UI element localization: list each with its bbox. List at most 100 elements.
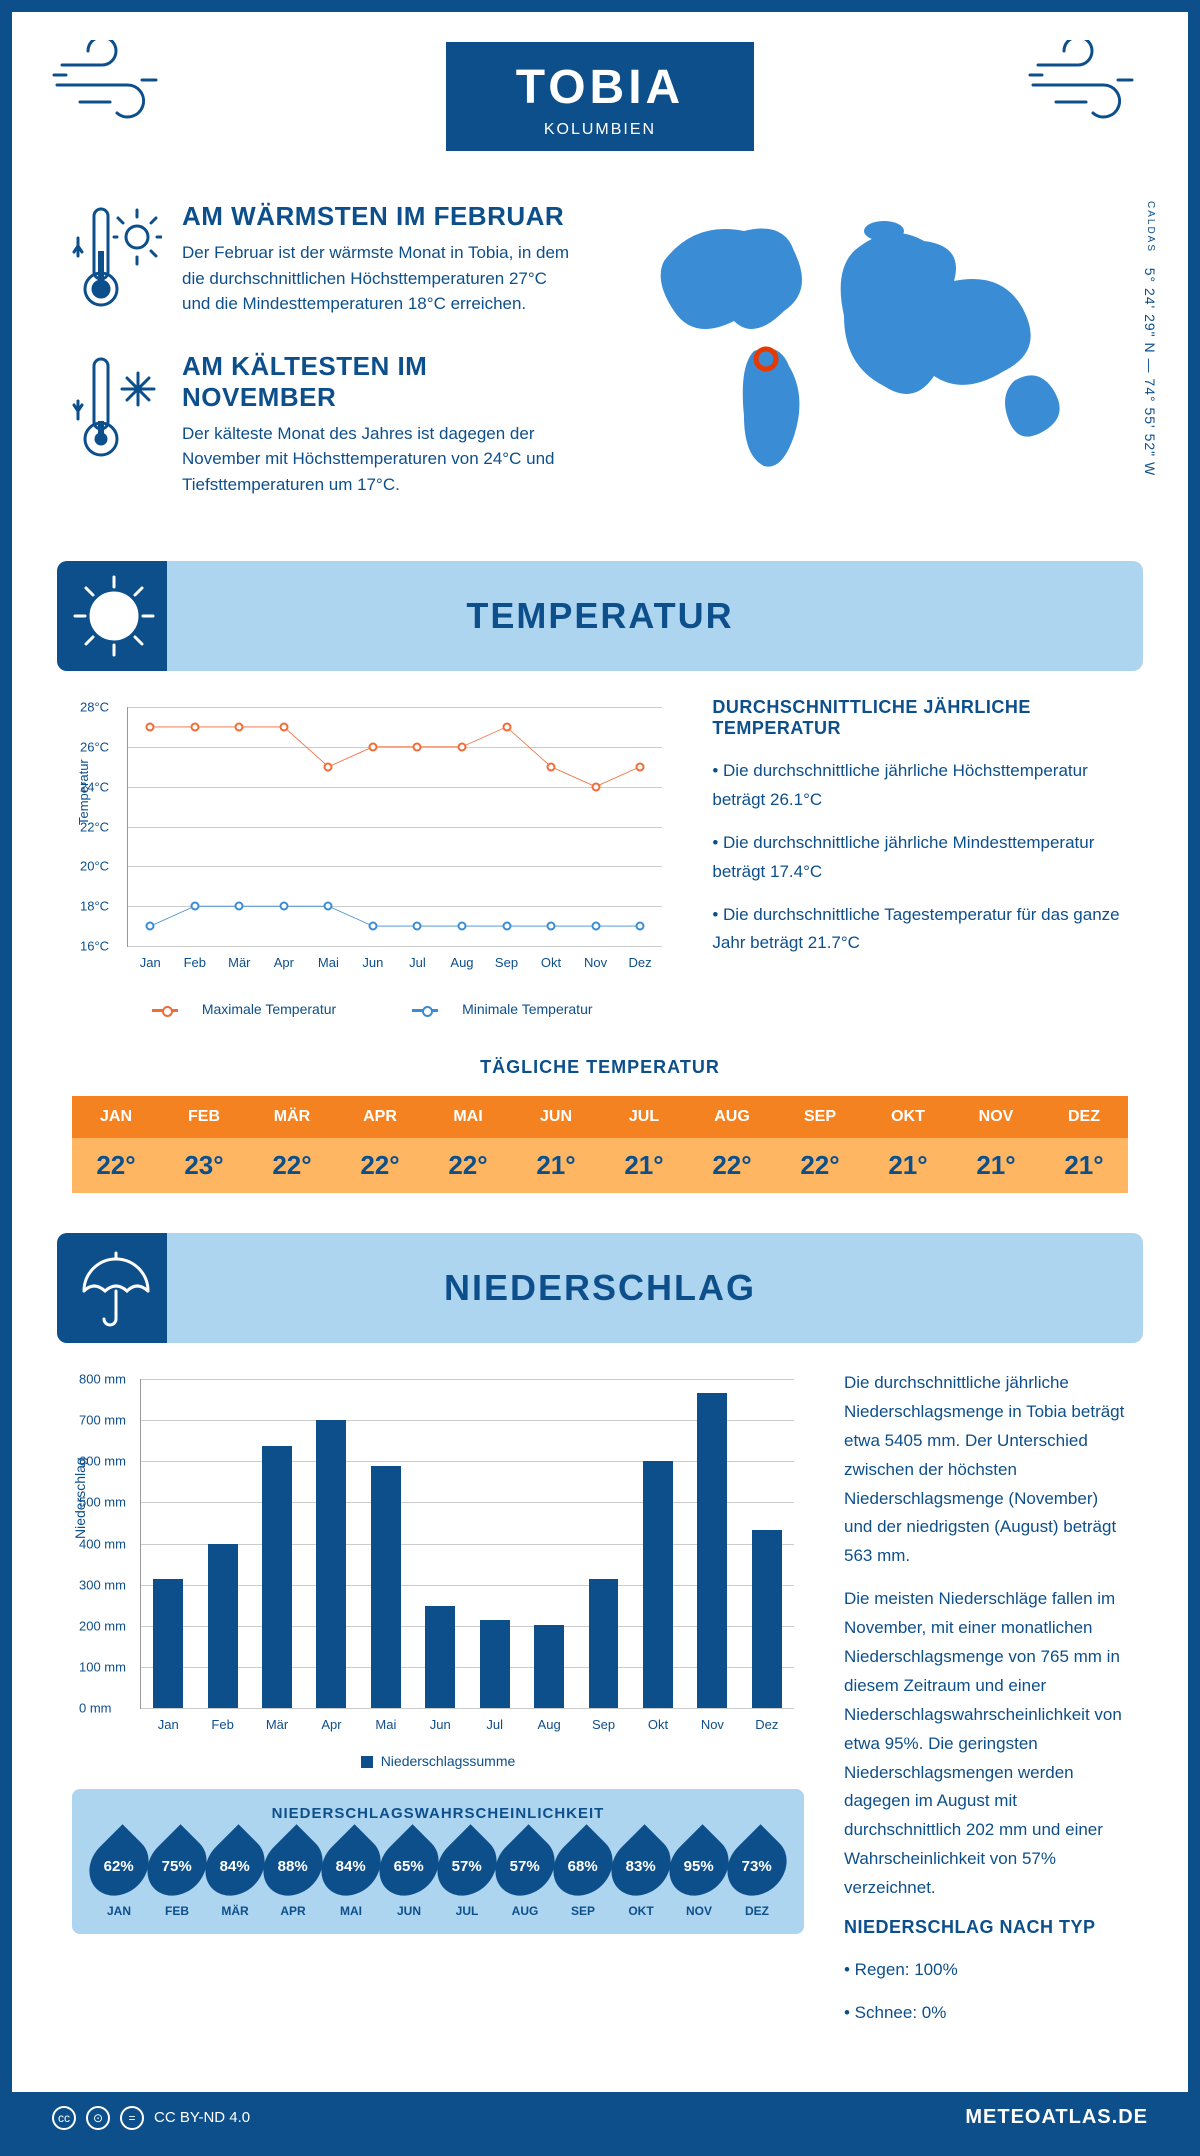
legend-min: Minimale Temperatur <box>462 1001 592 1017</box>
precipitation-title: NIEDERSCHLAG <box>444 1267 756 1309</box>
daily-month-header: AUG <box>688 1096 776 1138</box>
city-title: TOBIA <box>516 60 684 115</box>
chart-bar <box>371 1466 401 1708</box>
probability-drop: 57%JUL <box>438 1834 496 1918</box>
temperature-title: TEMPERATUR <box>466 595 733 637</box>
by-icon: ⊙ <box>86 2106 110 2130</box>
chart-point <box>413 742 422 751</box>
x-tick: Feb <box>184 955 206 970</box>
chart-point <box>235 902 244 911</box>
probability-drop: 65%JUN <box>380 1834 438 1918</box>
daily-temp-value: 21° <box>952 1138 1040 1193</box>
probability-value: 75% <box>162 1858 192 1875</box>
x-tick: Jun <box>430 1717 451 1732</box>
temperature-chart-column: Temperatur 16°C18°C20°C22°C24°C26°C28°CJ… <box>72 697 672 1017</box>
map-column: CALDAS 5° 24' 29" N — 74° 55' 52" W <box>620 201 1128 531</box>
y-tick: 500 mm <box>79 1495 126 1510</box>
daily-temp-value: 21° <box>600 1138 688 1193</box>
y-tick: 400 mm <box>79 1536 126 1551</box>
precip-para-1: Die durchschnittliche jährliche Niedersc… <box>844 1369 1128 1571</box>
wind-icon <box>52 40 172 130</box>
nd-icon: = <box>120 2106 144 2130</box>
daily-temp-value: 22° <box>688 1138 776 1193</box>
coldest-text: Der kälteste Monat des Jahres ist dagege… <box>182 421 580 498</box>
coldest-fact: AM KÄLTESTEN IM NOVEMBER Der kälteste Mo… <box>72 351 580 498</box>
y-tick: 28°C <box>80 700 109 715</box>
chart-point <box>368 742 377 751</box>
probability-month: MÄR <box>206 1904 264 1918</box>
probability-value: 83% <box>626 1858 656 1875</box>
daily-month-header: OKT <box>864 1096 952 1138</box>
probability-value: 73% <box>742 1858 772 1875</box>
x-tick: Mai <box>375 1717 396 1732</box>
x-tick: Mär <box>266 1717 288 1732</box>
precip-type-title: NIEDERSCHLAG NACH TYP <box>844 1917 1128 1938</box>
probability-value: 84% <box>220 1858 250 1875</box>
x-tick: Mai <box>318 955 339 970</box>
x-tick: Mär <box>228 955 250 970</box>
daily-temp-value: 22° <box>248 1138 336 1193</box>
y-tick: 22°C <box>80 819 109 834</box>
country-subtitle: KOLUMBIEN <box>516 121 684 139</box>
world-map-icon <box>620 201 1128 481</box>
probability-month: MAI <box>322 1904 380 1918</box>
probability-drop: 62% JAN <box>90 1834 148 1918</box>
chart-point <box>368 922 377 931</box>
chart-point <box>324 902 333 911</box>
chart-point <box>413 922 422 931</box>
y-tick: 100 mm <box>79 1659 126 1674</box>
daily-temp-value: 22° <box>424 1138 512 1193</box>
y-tick: 700 mm <box>79 1413 126 1428</box>
chart-point <box>190 902 199 911</box>
probability-month: SEP <box>554 1904 612 1918</box>
wind-icon <box>1028 40 1148 130</box>
chart-point <box>591 922 600 931</box>
daily-temp-value: 21° <box>864 1138 952 1193</box>
chart-point <box>547 762 556 771</box>
warmest-text: Der Februar ist der wärmste Monat in Tob… <box>182 240 580 317</box>
daily-month-header: MÄR <box>248 1096 336 1138</box>
daily-month-header: FEB <box>160 1096 248 1138</box>
chart-bar <box>697 1393 727 1708</box>
chart-bar <box>480 1620 510 1708</box>
intro-row: AM WÄRMSTEN IM FEBRUAR Der Februar ist d… <box>12 201 1188 561</box>
raindrop-icon: 73% <box>715 1824 798 1907</box>
probability-value: 62% <box>104 1858 134 1875</box>
chart-bar <box>425 1606 455 1708</box>
coldest-title: AM KÄLTESTEN IM NOVEMBER <box>182 351 580 413</box>
precip-para-2: Die meisten Niederschläge fallen im Nove… <box>844 1585 1128 1903</box>
daily-month-header: DEZ <box>1040 1096 1128 1138</box>
x-tick: Apr <box>321 1717 341 1732</box>
daily-month-header: SEP <box>776 1096 864 1138</box>
region-label: CALDAS <box>1145 201 1156 253</box>
daily-temp-value: 22° <box>336 1138 424 1193</box>
probability-value: 84% <box>336 1858 366 1875</box>
chart-point <box>636 762 645 771</box>
license-text: CC BY-ND 4.0 <box>154 2109 250 2126</box>
chart-bar <box>534 1625 564 1708</box>
brand-label: METEOATLAS.DE <box>965 2106 1148 2129</box>
line-chart-legend: Maximale Temperatur Minimale Temperatur <box>72 1001 672 1017</box>
x-tick: Nov <box>584 955 607 970</box>
probability-drop: 57%AUG <box>496 1834 554 1918</box>
daily-temp-table: JANFEBMÄRAPRMAIJUNJULAUGSEPOKTNOVDEZ 22°… <box>72 1096 1128 1193</box>
cc-icon: cc <box>52 2106 76 2130</box>
probability-drop: 84% MAI <box>322 1834 380 1918</box>
daily-month-header: JUN <box>512 1096 600 1138</box>
avg-temp-bullet: • Die durchschnittliche Tagestemperatur … <box>712 901 1128 959</box>
y-tick: 0 mm <box>79 1701 112 1716</box>
daily-month-header: APR <box>336 1096 424 1138</box>
probability-month: JAN <box>90 1904 148 1918</box>
chart-point <box>190 722 199 731</box>
temperature-section-header: TEMPERATUR <box>57 561 1143 671</box>
license-block: cc ⊙ = CC BY-ND 4.0 <box>52 2106 250 2130</box>
probability-drop: 83%OKT <box>612 1834 670 1918</box>
daily-month-header: NOV <box>952 1096 1040 1138</box>
x-tick: Dez <box>629 955 652 970</box>
y-tick: 26°C <box>80 739 109 754</box>
temperature-line-chart: Temperatur 16°C18°C20°C22°C24°C26°C28°CJ… <box>72 697 672 1017</box>
probability-month: JUL <box>438 1904 496 1918</box>
y-tick: 16°C <box>80 939 109 954</box>
thermometer-snow-icon <box>72 351 162 461</box>
chart-point <box>235 722 244 731</box>
